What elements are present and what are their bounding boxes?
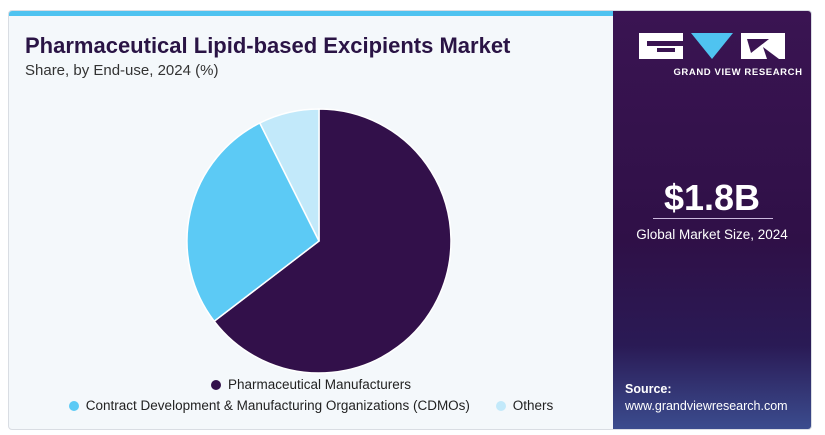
accent-bar bbox=[9, 11, 613, 16]
chart-card: Pharmaceutical Lipid-based Excipients Ma… bbox=[8, 10, 812, 430]
market-size-value: $1.8B bbox=[663, 177, 761, 218]
pie-slice-pharmaceutical-manufacturers bbox=[213, 108, 452, 374]
pie-slice-contract-development-manufacturing-organizations-cdmos bbox=[186, 122, 320, 323]
legend-label: Contract Development & Manufacturing Org… bbox=[85, 398, 470, 413]
legend-item-cdmos: Contract Development & Manufacturing Org… bbox=[68, 398, 470, 413]
source-note: Source: www.grandviewresearch.com bbox=[625, 381, 788, 415]
legend-row-1: Pharmaceutical Manufacturers bbox=[9, 377, 613, 393]
chart-title: Pharmaceutical Lipid-based Excipients Ma… bbox=[25, 33, 511, 58]
legend-item-others: Others bbox=[495, 398, 554, 413]
legend-label: Others bbox=[512, 398, 554, 413]
source-label: Source: bbox=[625, 382, 672, 396]
chart-subtitle: Share, by End-use, 2024 (%) bbox=[25, 62, 219, 79]
brand-logo: GRAND VIEW RESEARCH bbox=[639, 33, 802, 78]
info-panel: GRAND VIEW RESEARCH $1.8B Global Market … bbox=[613, 11, 811, 429]
pie-slice-others bbox=[258, 108, 320, 242]
legend-dot-icon bbox=[210, 379, 221, 390]
legend-label: Pharmaceutical Manufacturers bbox=[227, 377, 412, 392]
legend-dot-icon bbox=[68, 400, 79, 411]
chart-panel: Pharmaceutical Lipid-based Excipients Ma… bbox=[9, 11, 613, 429]
market-size-label: Global Market Size, 2024 bbox=[636, 227, 788, 242]
divider bbox=[653, 218, 773, 219]
legend-item-pharmaceutical-manufacturers: Pharmaceutical Manufacturers bbox=[210, 377, 412, 392]
source-link[interactable]: www.grandviewresearch.com bbox=[625, 399, 788, 413]
brand-name: GRAND VIEW RESEARCH bbox=[673, 67, 803, 78]
legend-row-2: Contract Development & Manufacturing Org… bbox=[9, 398, 613, 414]
gvr-logo-icon bbox=[639, 33, 785, 59]
pie-slices bbox=[186, 108, 452, 374]
legend-dot-icon bbox=[495, 400, 506, 411]
pie-chart bbox=[186, 108, 452, 374]
